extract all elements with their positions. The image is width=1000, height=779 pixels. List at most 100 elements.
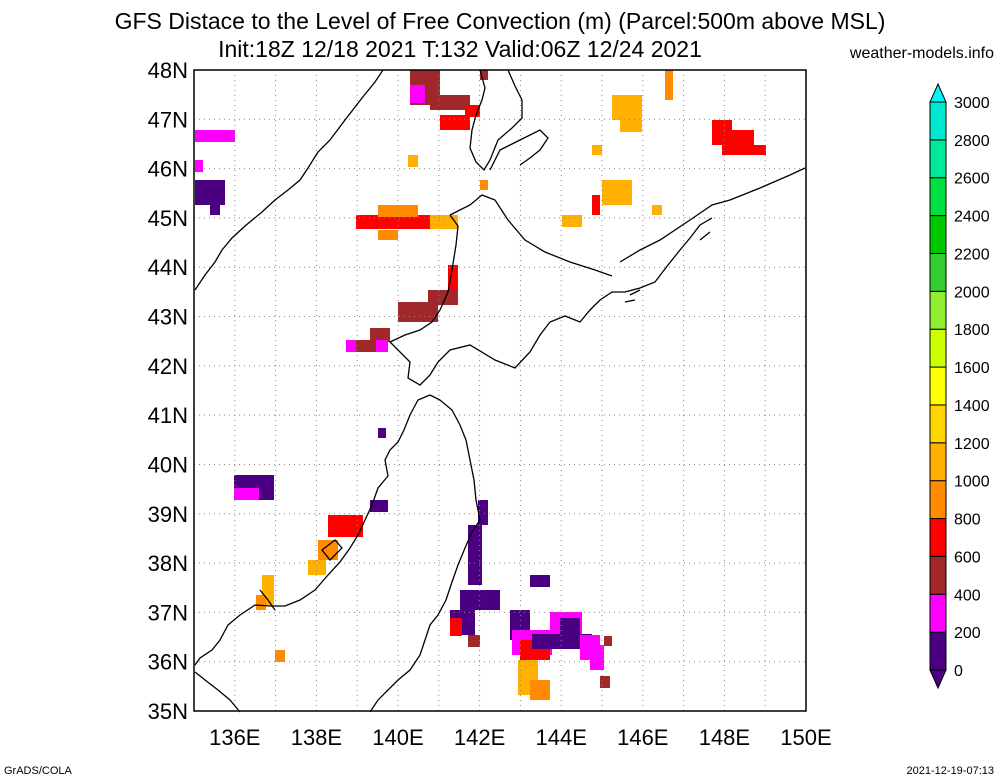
convection-cell: [408, 155, 418, 167]
lat-label: 44N: [148, 255, 188, 280]
colorbar-segment: [929, 555, 947, 595]
convection-cell: [318, 540, 338, 560]
site-label: weather-models.info: [849, 45, 994, 62]
colorbar-label: 2200: [954, 246, 990, 263]
lat-label: 48N: [148, 58, 188, 83]
convection-cell: [562, 215, 582, 227]
convection-cell: [328, 515, 363, 537]
coastline-honshu: [194, 394, 481, 713]
colorbar-segment: [929, 139, 947, 179]
convection-cell: [602, 180, 632, 205]
convection-cell: [370, 328, 390, 342]
convection-cell: [742, 145, 766, 155]
lon-label: 148E: [699, 725, 750, 750]
colorbar-max-arrow: [929, 82, 947, 103]
colorbar-segment: [929, 366, 947, 406]
colorbar-label: 2400: [954, 209, 990, 226]
lat-label: 40N: [148, 452, 188, 477]
colorbar-label: 1200: [954, 436, 990, 453]
convection-cell: [195, 180, 225, 205]
colorbar-segment: [929, 290, 947, 330]
convection-cell: [195, 160, 203, 172]
footer-credit: GrADS/COLA: [4, 765, 72, 777]
map-subtitle: Init:18Z 12/18 2021 T:132 Valid:06Z 12/2…: [218, 36, 702, 62]
convection-cell: [398, 302, 438, 322]
lon-label: 144E: [536, 725, 587, 750]
lat-label: 36N: [148, 650, 188, 675]
footer-timestamp: 2021-12-19-07:13: [906, 765, 994, 777]
convection-cell: [530, 680, 550, 700]
map-frame: [193, 69, 807, 712]
colorbar-label: 1400: [954, 398, 990, 415]
colorbar-min-arrow: [929, 669, 947, 690]
lon-label: 136E: [209, 725, 260, 750]
convection-cell: [592, 195, 600, 215]
convection-cell: [430, 215, 458, 229]
colorbar-segment: [929, 404, 947, 444]
convection-cell: [440, 115, 470, 130]
colorbar-segment: [929, 631, 947, 671]
colorbar-label: 2800: [954, 133, 990, 150]
colorbar-label: 1000: [954, 474, 990, 491]
coastline-sado: [321, 539, 343, 561]
lat-label: 46N: [148, 157, 188, 182]
colorbar-segment: [929, 328, 947, 368]
colorbar-segment: [929, 593, 947, 633]
lat-label: 45N: [148, 206, 188, 231]
colorbar-label: 600: [954, 549, 981, 566]
convection-cell: [450, 618, 462, 636]
colorbar-segment: [929, 215, 947, 254]
lon-label: 150E: [780, 725, 831, 750]
convection-cell: [410, 85, 425, 103]
convection-cell: [356, 340, 376, 352]
convection-cell: [612, 95, 642, 120]
lon-label: 140E: [372, 725, 423, 750]
lon-label: 142E: [454, 725, 505, 750]
convection-cell: [468, 525, 482, 585]
lat-label: 47N: [148, 107, 188, 132]
colorbar-label: 3000: [954, 95, 990, 112]
convection-cell: [530, 575, 550, 587]
convection-cell: [600, 676, 610, 688]
colorbar-segment: [929, 442, 947, 482]
lat-label: 38N: [148, 551, 188, 576]
convection-cell: [560, 618, 580, 638]
colorbar-label: 1600: [954, 360, 990, 377]
colorbar-segment: [929, 177, 947, 217]
colorbar-segment: [929, 252, 947, 292]
convection-cell: [210, 205, 220, 215]
convection-cell: [480, 180, 488, 190]
colorbar-label: 400: [954, 587, 981, 604]
convection-cell: [620, 120, 642, 132]
convection-cell: [428, 290, 458, 305]
convection-cell: [590, 645, 604, 670]
colorbar-segment: [929, 518, 947, 557]
convection-cell: [478, 500, 488, 525]
lat-label: 35N: [148, 699, 188, 724]
lat-label: 39N: [148, 502, 188, 527]
convection-cell: [665, 70, 673, 100]
coastline-mainland: [194, 69, 384, 291]
colorbar-label: 200: [954, 625, 981, 642]
convection-cell: [275, 650, 285, 662]
convection-cell: [652, 205, 662, 215]
colorbar: 0 200 400 600 800 1000 1200 1400 1600 1800 2000 220…: [929, 82, 990, 690]
convection-cell: [308, 560, 326, 575]
convection-cell: [378, 230, 398, 240]
convection-cell: [234, 488, 259, 500]
lat-label: 43N: [148, 305, 188, 330]
coastline-sakhalin: [469, 69, 549, 172]
coastline-kurils: [619, 167, 806, 263]
longitude-labels: 136E 138E 140E 142E 144E 146E 148E 150E: [209, 725, 832, 750]
colorbar-label: 2000: [954, 284, 990, 301]
colorbar-segment: [929, 101, 947, 141]
latitude-labels: 48N 47N 46N 45N 44N 43N 42N 41N 40N 39N 38N 37N 36N 3…: [148, 58, 188, 724]
lat-label: 37N: [148, 600, 188, 625]
convection-cell: [592, 145, 602, 155]
lon-label: 138E: [291, 725, 342, 750]
map-title: GFS Distace to the Level of Free Convect…: [114, 8, 886, 34]
coastline-hokkaido: [388, 194, 713, 386]
convection-cell: [430, 95, 470, 110]
colorbar-label: 1800: [954, 322, 990, 339]
